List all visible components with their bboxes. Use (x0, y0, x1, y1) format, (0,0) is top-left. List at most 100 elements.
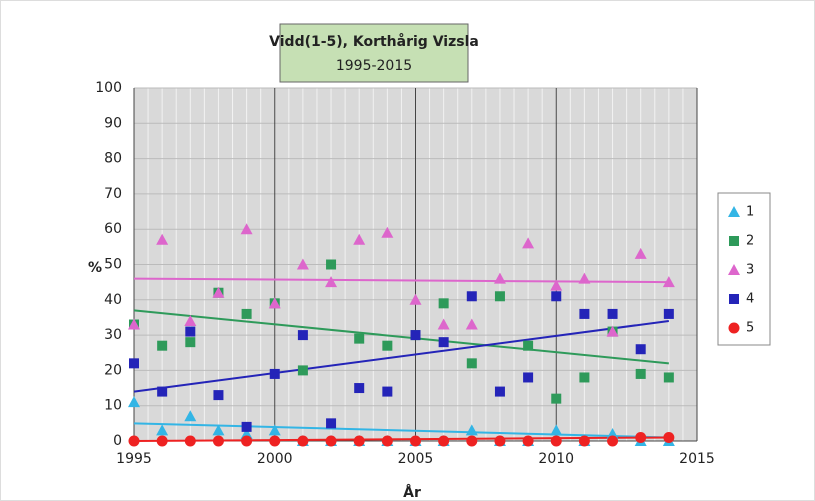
x-tick-label: 1995 (116, 451, 152, 467)
y-tick-label: 70 (104, 186, 122, 202)
point (129, 358, 139, 369)
point (326, 259, 337, 270)
point (465, 424, 478, 436)
y-tick-label: 80 (104, 151, 122, 167)
point (241, 308, 252, 319)
legend (717, 192, 771, 346)
point (634, 247, 647, 259)
point (128, 435, 140, 447)
point (297, 330, 308, 341)
point (663, 372, 674, 383)
point (213, 390, 224, 401)
title-box (279, 23, 469, 83)
y-tick-label: 100 (95, 80, 122, 96)
point (326, 418, 337, 429)
trend-line (133, 422, 669, 439)
point (353, 435, 365, 447)
point (662, 276, 675, 288)
point (185, 326, 196, 337)
point (494, 291, 505, 302)
point (437, 318, 450, 330)
point (240, 223, 253, 235)
point (268, 424, 281, 436)
point (381, 226, 394, 238)
point (728, 206, 740, 217)
point (382, 340, 393, 351)
point (297, 365, 308, 376)
point (184, 435, 196, 447)
point (551, 393, 562, 404)
legend-label: 4 (746, 292, 754, 307)
point (728, 322, 740, 334)
point (635, 368, 646, 379)
point (157, 386, 168, 397)
chart-subtitle: 1995-2015 (336, 58, 412, 74)
legend-items: 1 2 3 4 5 (728, 205, 754, 336)
point (410, 435, 421, 447)
y-tick-label: 0 (113, 433, 122, 449)
y-tick-label: 10 (104, 398, 122, 414)
point (382, 386, 393, 397)
point (128, 318, 140, 330)
point (607, 308, 618, 319)
point (663, 308, 674, 319)
point (522, 435, 534, 447)
point (523, 372, 534, 383)
y-tick-label: 60 (104, 221, 122, 237)
point (635, 344, 646, 355)
point (185, 337, 196, 348)
point (354, 333, 365, 344)
point (550, 279, 563, 291)
point (579, 308, 590, 319)
point (578, 272, 591, 284)
point (128, 396, 140, 408)
point (157, 340, 168, 351)
x-tick-label: 2005 (398, 451, 434, 467)
legend-label: 1 (746, 205, 754, 220)
point (269, 435, 281, 447)
point (325, 276, 338, 288)
point (606, 427, 619, 439)
point (493, 272, 506, 284)
point (438, 337, 449, 348)
point (156, 435, 168, 447)
point (409, 293, 422, 305)
y-tick-label: 50 (104, 257, 122, 273)
point (494, 435, 506, 447)
point (212, 286, 225, 298)
point (212, 424, 225, 436)
point (466, 435, 478, 447)
point (494, 386, 505, 397)
x-tick-label: 2000 (257, 451, 293, 467)
y-tick-label: 40 (104, 292, 122, 308)
point (607, 435, 619, 447)
x-tick-label: 2010 (538, 451, 574, 467)
point (240, 427, 253, 439)
point (297, 435, 309, 447)
legend-label: 2 (746, 234, 754, 249)
legend-label: 5 (746, 321, 754, 336)
y-tick-label: 90 (104, 115, 122, 131)
point (438, 435, 450, 447)
point (551, 291, 562, 302)
point (410, 330, 421, 341)
marks (128, 223, 675, 447)
y-axis-label: % (88, 260, 102, 276)
point (381, 435, 393, 447)
point (184, 314, 197, 326)
point (579, 372, 590, 383)
point (156, 424, 169, 436)
point (729, 294, 739, 304)
point (325, 435, 337, 447)
point (353, 233, 366, 245)
grid (133, 87, 698, 442)
point (465, 318, 478, 330)
point (241, 421, 252, 432)
point (578, 435, 590, 447)
trend-line (133, 319, 669, 393)
trend-line (133, 309, 669, 365)
legend-label: 3 (746, 263, 754, 278)
point (635, 431, 647, 443)
point (184, 410, 197, 422)
